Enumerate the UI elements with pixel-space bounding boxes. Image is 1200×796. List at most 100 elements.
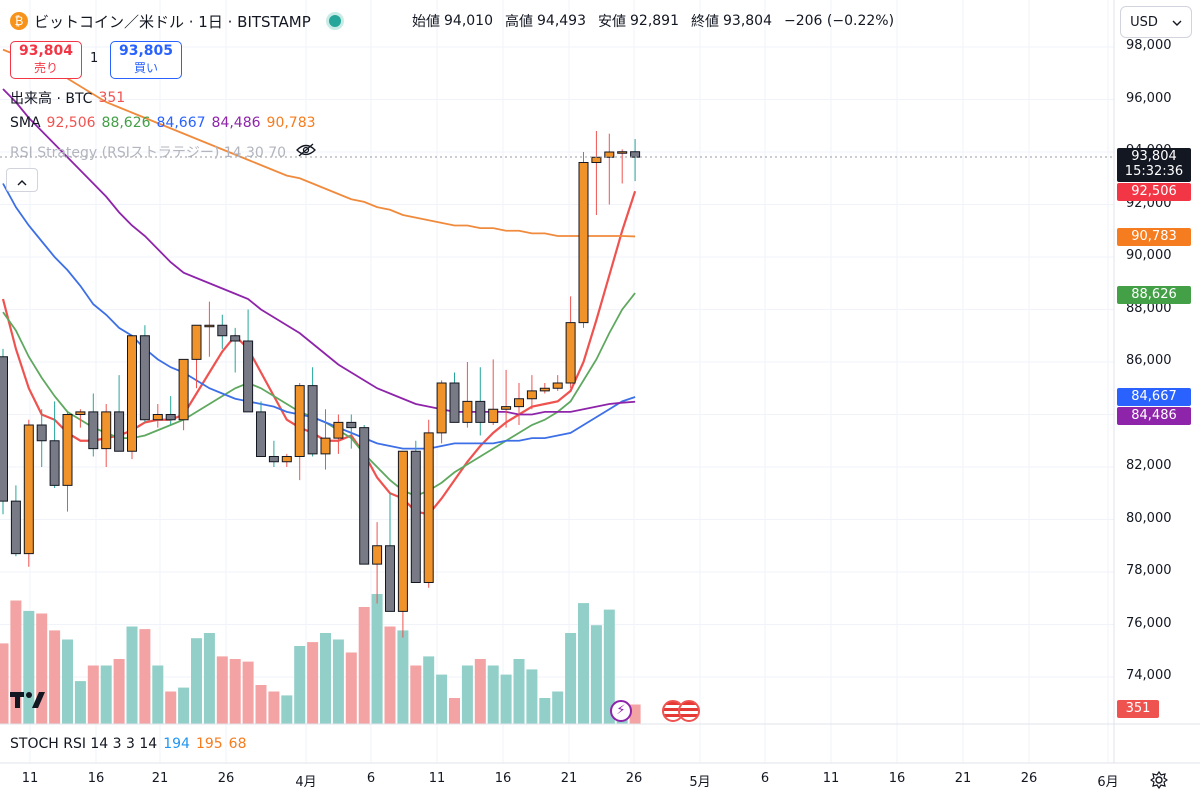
candle-body: [281, 456, 292, 463]
volume-bar: [10, 600, 22, 724]
volume-bar: [578, 603, 589, 724]
volume-bar: [126, 626, 138, 724]
volume-bar: [255, 685, 267, 724]
candle-body: [630, 151, 641, 158]
candle-body: [217, 324, 228, 337]
volume-bar: [100, 665, 112, 724]
time-tick-label: 11: [21, 771, 39, 786]
volume-bar: [332, 639, 344, 724]
chevron-down-icon: [1172, 15, 1182, 30]
volume-bar: [371, 594, 383, 724]
volume-bar: [603, 609, 615, 724]
volume-bar: [242, 661, 254, 724]
candle-body: [565, 322, 576, 384]
volume-bar: [178, 687, 190, 724]
candle-body: [88, 411, 99, 450]
sma-value-3: 84,667: [156, 115, 206, 131]
sell-button[interactable]: 93,804 売り: [10, 41, 82, 79]
eye-hidden-icon[interactable]: [296, 143, 317, 161]
candle-body: [0, 356, 8, 502]
stoch-rsi-legend[interactable]: STOCH RSI 14 3 3 14 194 195 68: [10, 736, 247, 752]
volume-bar: [294, 646, 306, 724]
sma-line: [2, 183, 636, 450]
ohlc-readout: 始値 94,010 高値 94,493 安値 92,891 終値 93,804 −206…: [412, 8, 894, 34]
time-tick-label: 6: [366, 771, 376, 786]
time-tick-label: 4月: [295, 775, 317, 790]
time-tick-label: 16: [87, 771, 105, 786]
collapse-legend-button[interactable]: [6, 168, 38, 192]
volume-bar: [87, 665, 99, 724]
candle-body: [62, 414, 73, 486]
close-value: 93,804: [723, 13, 772, 29]
current-price-badge: 93,804 15:32:36: [1117, 148, 1191, 182]
candle-body: [578, 162, 589, 324]
current-price-value: 93,804: [1131, 149, 1177, 164]
chevron-up-icon: [17, 171, 27, 190]
volume-bar: [500, 674, 512, 724]
candle-body: [359, 427, 370, 565]
candle-body: [423, 432, 434, 583]
sma-price-badge: 90,783: [1117, 228, 1191, 246]
stoch-value-3: 68: [228, 736, 247, 752]
volume-bar: [474, 659, 486, 724]
candle-body: [101, 411, 112, 450]
candle-body: [165, 414, 176, 421]
candlesticks: [0, 131, 641, 638]
volume-bar: [320, 633, 331, 724]
settings-gear-icon[interactable]: [1149, 770, 1169, 793]
volume-bar: [113, 659, 125, 724]
currency-select[interactable]: USD: [1120, 6, 1192, 38]
candle-body: [333, 421, 344, 439]
open-value: 94,010: [444, 13, 493, 29]
volume-bar: [449, 698, 460, 724]
buy-label: 買い: [133, 61, 158, 75]
rsi-strategy-legend[interactable]: RSI Strategy (RSIストラテジー) 14 30 70: [10, 142, 317, 162]
time-tick-label: 11: [822, 771, 840, 786]
sma-legend[interactable]: SMA 92,506 88,626 84,667 84,486 90,783: [10, 115, 316, 131]
time-tick-label: 6: [760, 771, 770, 786]
price-tick-label: 90,000: [1126, 248, 1172, 263]
symbol-header[interactable]: ₿ ビットコイン／米ドル · 1日 · BITSTAMP: [10, 8, 341, 34]
candle-body: [191, 324, 202, 360]
sma-value-2: 88,626: [101, 115, 151, 131]
chart-grid: [0, 0, 1114, 763]
volume-bar: [539, 698, 551, 724]
candle-body: [294, 385, 305, 457]
close-label: 終値: [691, 14, 719, 30]
candle-body: [604, 151, 615, 158]
sma-price-badge: 84,667: [1117, 388, 1191, 406]
volume-bar: [410, 665, 422, 724]
time-tick-label: 26: [217, 771, 235, 786]
volume-bar: [513, 659, 525, 724]
volume-legend[interactable]: 出来高 · BTC 351: [10, 88, 125, 108]
price-tick-label: 98,000: [1126, 38, 1172, 53]
volume-bar: [74, 681, 86, 724]
buy-button[interactable]: 93,805 買い: [110, 41, 182, 79]
volume-price-badge: 351: [1117, 700, 1159, 718]
symbol-title[interactable]: ビットコイン／米ドル · 1日 · BITSTAMP: [34, 12, 311, 31]
candle-body: [372, 545, 383, 565]
price-tick-label: 76,000: [1126, 615, 1172, 631]
volume-bar: [565, 633, 577, 724]
sma-value-5: 90,783: [266, 115, 316, 131]
price-tick-label: 78,000: [1126, 563, 1172, 578]
volume-bar: [191, 638, 202, 724]
volume-bars: [0, 594, 641, 724]
high-value: 94,493: [537, 13, 586, 29]
time-tick-label: 26: [625, 771, 643, 786]
candle-body: [410, 450, 421, 583]
sell-label: 売り: [33, 61, 58, 75]
us-flag-event-icon[interactable]: [678, 700, 700, 722]
time-tick-label: 16: [888, 771, 906, 786]
candle-body: [436, 382, 447, 434]
time-tick-label: 16: [494, 771, 512, 786]
candle-body: [346, 421, 357, 429]
candle-body: [514, 398, 524, 408]
candle-body: [320, 437, 331, 455]
time-tick-label: 26: [1020, 771, 1038, 786]
lightning-event-icon[interactable]: ⚡: [610, 700, 632, 722]
tradingview-logo: [10, 690, 46, 716]
volume-bar: [152, 665, 164, 724]
sma-line: [2, 88, 636, 416]
